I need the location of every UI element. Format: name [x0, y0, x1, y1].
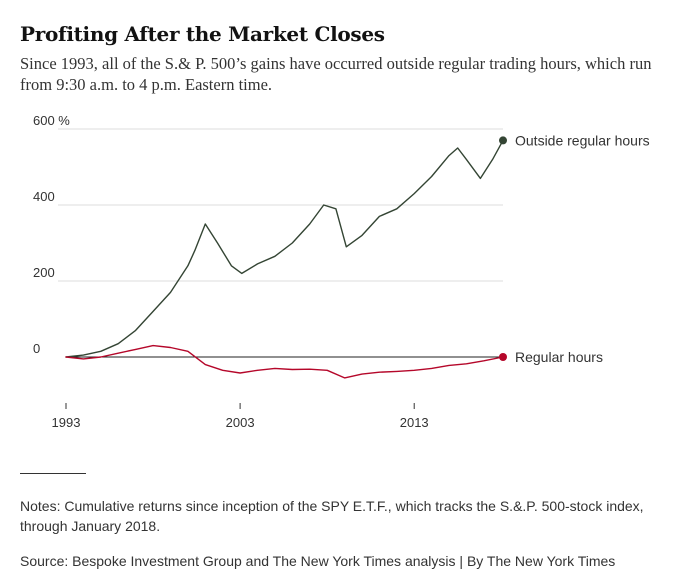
regular-hours-end-dot — [499, 353, 507, 361]
chart-subtitle: Since 1993, all of the S.& P. 500’s gain… — [20, 54, 652, 94]
chart-title: Profiting After the Market Closes — [20, 22, 385, 46]
y-tick-label: 200 — [33, 265, 55, 280]
grid-lines — [58, 128, 503, 282]
regular-hours-label: Regular hours — [515, 349, 603, 365]
axes: 0 200 400 600 % 1993 2003 2013 — [33, 113, 503, 430]
x-tick-label: 2003 — [226, 415, 255, 430]
notes-divider — [20, 473, 86, 474]
x-tick-label: 2013 — [400, 415, 429, 430]
chart-source: Source: Bespoke Investment Group and The… — [20, 553, 616, 569]
outside-hours-end-dot — [499, 136, 507, 145]
series-lines — [65, 136, 507, 379]
y-tick-label: 0 — [33, 341, 40, 356]
chart-notes: Notes: Cumulative returns since inceptio… — [20, 498, 644, 534]
line-chart: 0 200 400 600 % 1993 2003 2013 Outside regular… — [33, 113, 650, 430]
outside-hours-label: Outside regular hours — [515, 132, 650, 148]
regular-hours-line — [65, 344, 504, 379]
y-tick-label: 400 — [33, 189, 55, 204]
x-tick-label: 1993 — [52, 415, 81, 430]
outside-hours-line — [65, 139, 504, 358]
series-labels: Outside regular hours Regular hours — [515, 132, 650, 365]
y-tick-label: 600 % — [33, 113, 70, 128]
